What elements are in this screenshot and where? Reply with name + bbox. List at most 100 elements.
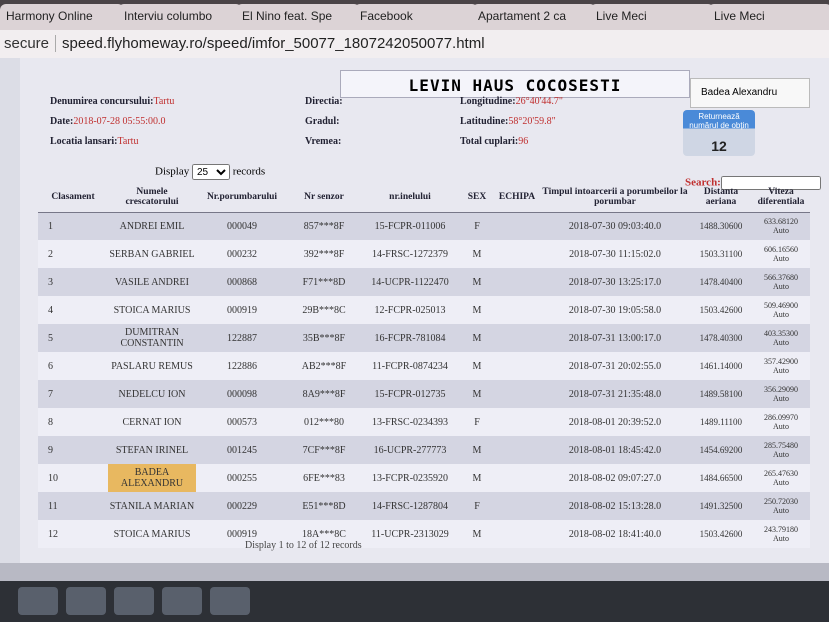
info-row: Denumirea concursului:Tartu (50, 96, 174, 107)
info-label: Locatia lansari: (50, 136, 118, 147)
column-header[interactable]: Viteza diferentiala (752, 182, 810, 213)
tab-bar: Harmony Online Interviu columbo El Nino fe… (0, 0, 829, 30)
ring-number: 15-FCPR-011006 (360, 212, 460, 240)
speed: 606.16560 Auto (752, 240, 810, 268)
loft-number: 000919 (196, 520, 288, 548)
team (494, 240, 540, 268)
table-row[interactable]: 9 STEFAN IRINEL 001245 7CF***8F 16-UCPR-2777… (38, 436, 810, 464)
info-row: Total cuplari:96 (460, 136, 528, 147)
speed-value: 356.29090 (764, 385, 798, 394)
column-header[interactable]: ECHIPA (494, 182, 540, 213)
ring-number: 12-FCPR-025013 (360, 296, 460, 324)
team (494, 492, 540, 520)
table-row[interactable]: 10 BADEA ALEXANDRU 000255 6FE***83 13-FCPR-0… (38, 464, 810, 492)
speed-mode: Auto (773, 506, 789, 515)
length-select[interactable]: 25 (191, 164, 230, 180)
taskbar (0, 581, 829, 622)
table-row[interactable]: 4 STOICA MARIUS 000919 29B***8C 12-FCPR-0250… (38, 296, 810, 324)
info-row: Longitudine:26°40'44.7" (460, 96, 563, 107)
browser-tab[interactable]: El Nino feat. Spe (236, 4, 360, 30)
team (494, 352, 540, 380)
browser-tab[interactable]: Facebook (354, 4, 478, 30)
content: LEVIN HAUS COCOSESTI Badea Alexandru Ret… (20, 58, 829, 563)
sex: M (460, 380, 494, 408)
table-row[interactable]: 2 SERBAN GABRIEL 000232 392***8F 14-FRSC-127… (38, 240, 810, 268)
records-label: records (232, 165, 266, 178)
info-label: Denumirea concursului: (50, 96, 154, 107)
column-header[interactable]: Distanta aeriana (690, 182, 752, 213)
user-box[interactable]: Badea Alexandru (690, 78, 810, 108)
browser-tab[interactable]: Live Meci (708, 4, 829, 30)
taskbar-icon[interactable] (210, 587, 250, 615)
taskbar-icon[interactable] (162, 587, 202, 615)
browser-tab[interactable]: Harmony Online (0, 4, 124, 30)
speed-mode: Auto (773, 338, 789, 347)
table-row[interactable]: 8 CERNAT ION 000573 012***80 13-FRSC-0234393… (38, 408, 810, 436)
column-header[interactable]: Numele crescatorului (108, 182, 196, 213)
arrival-time: 2018-07-30 19:05:58.0 (540, 296, 690, 324)
table-row[interactable]: 1 ANDREI EMIL 000049 857***8F 15-FCPR-011006… (38, 212, 810, 240)
info-row: Locatia lansari:Tartu (50, 136, 138, 147)
info-row: Directia: (305, 96, 343, 107)
speed-value: 285.75480 (764, 441, 798, 450)
distance: 1488.30600 (690, 212, 752, 240)
breeder-name: CERNAT ION (108, 408, 196, 436)
speed: 285.75480 Auto (752, 436, 810, 464)
column-header[interactable]: SEX (460, 182, 494, 213)
arrival-time: 2018-08-02 15:13:28.0 (540, 492, 690, 520)
taskbar-icon[interactable] (18, 587, 58, 615)
arrival-time: 2018-07-31 20:02:55.0 (540, 352, 690, 380)
address-bar[interactable]: secure speed.flyhomeway.ro/speed/imfor_50… (0, 30, 829, 58)
column-header[interactable]: Timpul intoarcerii a porumbeilor la poru… (540, 182, 690, 213)
distance-value: 1503.31100 (699, 248, 743, 259)
browser-tab[interactable]: Apartament 2 ca (472, 4, 596, 30)
arrival-time: 2018-07-30 13:25:17.0 (540, 268, 690, 296)
team (494, 380, 540, 408)
distance-value: 1503.42600 (699, 304, 743, 315)
taskbar-icon[interactable] (114, 587, 154, 615)
speed-value: 357.42900 (764, 357, 798, 366)
sensor: F71***8D (288, 268, 360, 296)
speed-value: 265.47630 (764, 469, 798, 478)
sensor: 29B***8C (288, 296, 360, 324)
info-label: Total cuplari: (460, 136, 519, 147)
info-value: Tartu (153, 96, 175, 107)
speed: 356.29090 Auto (752, 380, 810, 408)
browser-tab[interactable]: Live Meci (590, 4, 714, 30)
column-header[interactable]: nr.inelului (360, 182, 460, 213)
arrival-time: 2018-08-02 18:41:40.0 (540, 520, 690, 548)
distance: 1503.42600 (690, 296, 752, 324)
info-value: 96 (518, 136, 529, 147)
column-header[interactable]: Clasament (38, 182, 108, 213)
info-value: 58°20'59.8" (508, 116, 556, 127)
table-row[interactable]: 6 PASLARU REMUS 122886 AB2***8F 11-FCPR-0874… (38, 352, 810, 380)
badge[interactable]: Returnează numărul de obțin 12 (683, 110, 755, 156)
loft-number: 000919 (196, 296, 288, 324)
table-row[interactable]: 5 DUMITRAN CONSTANTIN 122887 35B***8F 16-FCP… (38, 324, 810, 352)
column-header[interactable]: Nr.porumbarului (196, 182, 288, 213)
table-body: 1 ANDREI EMIL 000049 857***8F 15-FCPR-011006… (38, 212, 810, 548)
breeder-name: STEFAN IRINEL (108, 436, 196, 464)
table-row[interactable]: 11 STANILA MARIAN 000229 E51***8D 14-FRSC-12… (38, 492, 810, 520)
rank: 12 (38, 520, 108, 548)
speed-value: 403.35300 (764, 329, 798, 338)
table-info: Display 1 to 12 of 12 records (245, 540, 362, 551)
distance: 1503.42600 (690, 520, 752, 548)
arrival-time: 2018-07-30 09:03:40.0 (540, 212, 690, 240)
taskbar-icon[interactable] (66, 587, 106, 615)
speed-mode: Auto (773, 282, 789, 291)
breeder-name: DUMITRAN CONSTANTIN (108, 324, 196, 352)
table-row[interactable]: 3 VASILE ANDREI 000868 F71***8D 14-UCPR-1122… (38, 268, 810, 296)
column-header[interactable]: Nr senzor (288, 182, 360, 213)
distance-value: 1489.58100 (699, 388, 743, 399)
browser-tab[interactable]: Interviu columbo (118, 4, 242, 30)
table-row[interactable]: 7 NEDELCU ION 000098 8A9***8F 15-FCPR-012735… (38, 380, 810, 408)
rank: 11 (38, 492, 108, 520)
sex: M (460, 520, 494, 548)
info-value: 2018-07-28 05:55:00.0 (73, 116, 166, 127)
ring-number: 13-FCPR-0235920 (360, 464, 460, 492)
table-row[interactable]: 12 STOICA MARIUS 000919 18A***8C 11-UCPR-231… (38, 520, 810, 548)
results-table: Clasament Numele crescatorului Nr.porumbar… (38, 182, 810, 548)
sensor: 35B***8F (288, 324, 360, 352)
sensor: 857***8F (288, 212, 360, 240)
